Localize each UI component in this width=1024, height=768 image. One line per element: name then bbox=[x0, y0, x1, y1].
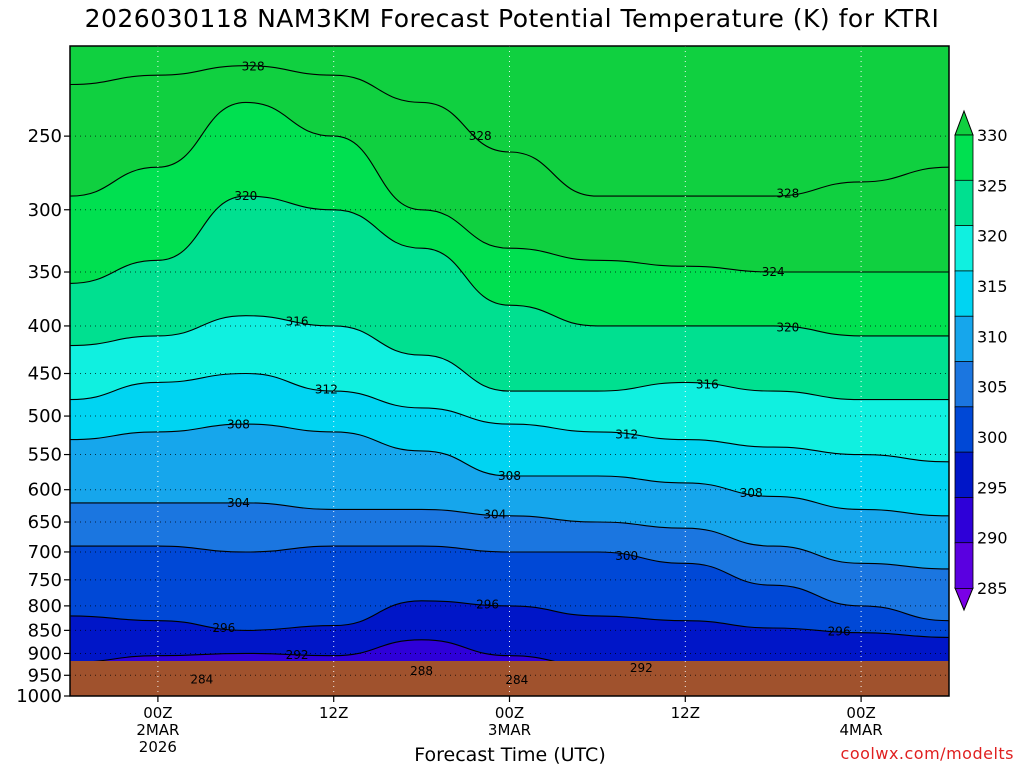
ytick-label-900: 900 bbox=[28, 643, 62, 664]
colorbar-swatch bbox=[954, 542, 974, 589]
ytick-label-600: 600 bbox=[28, 480, 62, 501]
isentrope-328 bbox=[70, 65, 949, 197]
contour-label-296: 296 bbox=[828, 625, 851, 639]
colorbar-swatch bbox=[954, 225, 974, 272]
contour-label-320: 320 bbox=[776, 321, 799, 335]
colorbar-label-320: 320 bbox=[977, 227, 1008, 246]
colorbar-swatch bbox=[954, 451, 974, 499]
isentrope-296 bbox=[70, 600, 949, 638]
xtick-label: 12Z bbox=[319, 704, 348, 722]
ytick-label-650: 650 bbox=[28, 512, 62, 533]
xtick-label: 2MAR bbox=[136, 721, 179, 739]
xtick-label: 2026 bbox=[139, 738, 177, 756]
isentrope-324 bbox=[70, 101, 949, 273]
colorbar-swatch bbox=[954, 496, 974, 544]
contour-label-324: 324 bbox=[762, 265, 785, 279]
colorbar-swatch bbox=[954, 406, 974, 453]
ytick-label-300: 300 bbox=[28, 200, 62, 221]
grid-lines bbox=[70, 46, 949, 697]
xtick-label: 12Z bbox=[671, 704, 700, 722]
contour-label-296: 296 bbox=[212, 621, 235, 635]
contour-label-288: 288 bbox=[410, 664, 433, 678]
xtick-label: 00Z bbox=[143, 704, 172, 722]
contour-label-320: 320 bbox=[234, 189, 257, 203]
contour-labels: 328 328 328 324 320 320 316 316 312 312 308 308 308 3… bbox=[190, 60, 850, 687]
xtick-label: 3MAR bbox=[488, 721, 531, 739]
colorbar-label-305: 305 bbox=[977, 378, 1008, 397]
ytick-label-450: 450 bbox=[28, 364, 62, 385]
colorbar-swatch bbox=[954, 315, 974, 363]
ytick-label-750: 750 bbox=[28, 570, 62, 591]
colorbar-label-315: 315 bbox=[977, 277, 1008, 296]
isentrope-320 bbox=[70, 195, 949, 337]
ytick-label-550: 550 bbox=[28, 445, 62, 466]
colorbar-label-330: 330 bbox=[977, 126, 1008, 145]
chart-title: 2026030118 NAM3KM Forecast Potential Tem… bbox=[84, 4, 940, 33]
colorbar-swatch bbox=[954, 361, 974, 408]
colorbar-label-325: 325 bbox=[977, 176, 1008, 195]
colorbar-cap-bottom bbox=[954, 587, 974, 612]
contour-label-312: 312 bbox=[315, 383, 338, 397]
contour-label-316: 316 bbox=[696, 378, 719, 392]
contour-label-296: 296 bbox=[476, 598, 499, 612]
ytick-label-1000: 1000 bbox=[16, 686, 62, 707]
ytick-label-350: 350 bbox=[28, 262, 62, 283]
contour-label-316: 316 bbox=[286, 315, 309, 329]
contour-label-304: 304 bbox=[483, 508, 506, 522]
xtick-label: 00Z bbox=[846, 704, 875, 722]
colorbar-label-310: 310 bbox=[977, 327, 1008, 346]
y-axis-ticks: 2503003504004505005506006507007508008509… bbox=[16, 126, 70, 707]
colorbar-label-300: 300 bbox=[977, 428, 1008, 447]
contour-label-328: 328 bbox=[242, 60, 265, 74]
isentrope-304 bbox=[70, 502, 949, 570]
contour-label-304: 304 bbox=[227, 496, 250, 510]
colorbar-swatch bbox=[954, 179, 974, 227]
contour-label-292: 292 bbox=[286, 648, 309, 662]
colorbar-label-290: 290 bbox=[977, 529, 1008, 548]
contour-label-328: 328 bbox=[776, 187, 799, 201]
contour-label-308: 308 bbox=[498, 469, 521, 483]
colorbar-swatch bbox=[954, 270, 974, 318]
contour-label-308: 308 bbox=[740, 486, 763, 500]
contour-label-292: 292 bbox=[630, 661, 653, 675]
credit-link[interactable]: coolwx.com/modelts bbox=[840, 744, 1014, 763]
ytick-label-700: 700 bbox=[28, 542, 62, 563]
contour-label-312: 312 bbox=[615, 427, 638, 441]
ytick-label-250: 250 bbox=[28, 126, 62, 147]
contour-label-284: 284 bbox=[190, 673, 213, 687]
colorbar-label-285: 285 bbox=[977, 579, 1008, 598]
contour-label-328: 328 bbox=[469, 129, 492, 143]
colorbar: 285 290 295 300 305 310 315 320 325 330 bbox=[954, 109, 1008, 612]
colorbar-label-295: 295 bbox=[977, 478, 1008, 497]
contour-label-300: 300 bbox=[615, 549, 638, 563]
ytick-label-500: 500 bbox=[28, 406, 62, 427]
xtick-label: 4MAR bbox=[840, 721, 883, 739]
ytick-label-950: 950 bbox=[28, 665, 62, 686]
ytick-label-400: 400 bbox=[28, 316, 62, 337]
ytick-label-850: 850 bbox=[28, 620, 62, 641]
xtick-label: 00Z bbox=[495, 704, 524, 722]
colorbar-cap-top bbox=[954, 109, 974, 136]
contour-label-284: 284 bbox=[505, 673, 528, 687]
contour-label-308: 308 bbox=[227, 418, 250, 432]
isentrope-316 bbox=[70, 315, 949, 401]
ytick-label-800: 800 bbox=[28, 596, 62, 617]
x-axis-label: Forecast Time (UTC) bbox=[414, 744, 606, 766]
colorbar-swatch bbox=[954, 134, 974, 182]
isentrope-312 bbox=[70, 372, 949, 463]
